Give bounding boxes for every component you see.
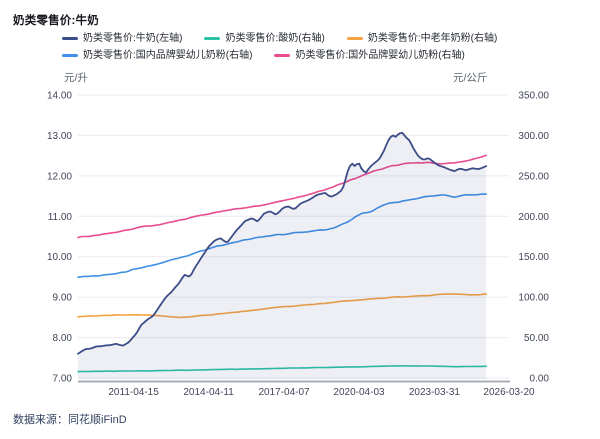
legend-item-2[interactable]: 奶类零售价:中老年奶粉(右轴) — [346, 32, 498, 45]
legend-item-3[interactable]: 奶类零售价:国内品牌婴幼儿奶粉(右轴) — [62, 49, 252, 62]
legend-line-swatch — [274, 54, 291, 57]
left-axis-unit: 元/升 — [64, 72, 88, 84]
legend-line-swatch — [62, 37, 78, 40]
left-axis-tick-label: 8.00 — [53, 333, 73, 344]
legend-label: 奶类零售价:国外品牌婴幼儿奶粉(右轴) — [295, 50, 465, 61]
x-axis-tick-label: 2011-04-15 — [108, 387, 159, 398]
right-axis-tick-label: 250.00 — [518, 171, 549, 182]
x-axis-tick-label: 2020-04-03 — [333, 387, 385, 398]
series-line-3 — [77, 193, 487, 278]
left-axis-tick-label: 9.00 — [53, 293, 73, 304]
left-axis-tick-label: 14.00 — [47, 91, 72, 102]
series-area-0 — [78, 132, 487, 379]
data-source-note: 数据来源：同花顺iFinD — [13, 414, 127, 426]
legend-label: 奶类零售价:酸奶(右轴) — [225, 33, 325, 44]
legend-line-swatch — [204, 37, 221, 40]
chart-title: 奶类零售价:牛奶 — [13, 15, 99, 27]
right-axis-tick-label: 350.00 — [518, 91, 549, 102]
left-axis-tick-label: 10.00 — [47, 252, 72, 263]
right-axis-tick-label: 150.00 — [518, 252, 549, 263]
left-axis-tick-label: 12.00 — [47, 171, 72, 182]
right-axis-tick-label: 0.00 — [530, 374, 550, 385]
x-axis-tick-label: 2026-03-20 — [483, 387, 535, 398]
legend-row: 奶类零售价:国内品牌婴幼儿奶粉(右轴) 奶类零售价:国外品牌婴幼儿奶粉(右轴) — [62, 49, 497, 62]
left-axis-tick-label: 7.00 — [53, 374, 73, 385]
legend-item-4[interactable]: 奶类零售价:国外品牌婴幼儿奶粉(右轴) — [274, 49, 465, 62]
series-line-2 — [77, 293, 487, 319]
right-axis-unit: 元/公斤 — [453, 72, 488, 84]
legend-label: 奶类零售价:牛奶(左轴) — [83, 33, 183, 44]
legend-item-0[interactable]: 奶类零售价:牛奶(左轴) — [62, 32, 182, 45]
x-axis-tick-label: 2017-04-07 — [258, 387, 310, 398]
x-axis-tick-label: 2014-04-11 — [183, 387, 234, 398]
legend-row: 奶类零售价:牛奶(左轴) 奶类零售价:酸奶(右轴) 奶类零售价:中老年奶粉(右轴) — [62, 32, 497, 45]
right-axis-tick-label: 100.00 — [518, 293, 549, 304]
series-line-4 — [77, 154, 487, 239]
left-axis-tick-label: 11.00 — [48, 212, 73, 223]
legend: 奶类零售价:牛奶(左轴) 奶类零售价:酸奶(右轴) 奶类零售价:中老年奶粉(右轴) 奶… — [62, 32, 497, 62]
legend-line-swatch — [62, 54, 78, 57]
legend-label: 奶类零售价:国内品牌婴幼儿奶粉(右轴) — [83, 50, 253, 61]
series-line-0 — [77, 131, 488, 355]
legend-line-swatch — [346, 37, 363, 40]
right-axis-tick-label: 200.00 — [518, 212, 549, 223]
x-axis-tick-label: 2023-03-31 — [409, 387, 461, 398]
left-axis-tick-label: 13.00 — [47, 131, 72, 142]
series-line-1 — [77, 365, 487, 373]
legend-label: 奶类零售价:中老年奶粉(右轴) — [367, 33, 498, 44]
right-axis-tick-label: 50.00 — [524, 333, 549, 344]
legend-item-1[interactable]: 奶类零售价:酸奶(右轴) — [204, 32, 325, 45]
right-axis-tick-label: 300.00 — [518, 131, 549, 142]
